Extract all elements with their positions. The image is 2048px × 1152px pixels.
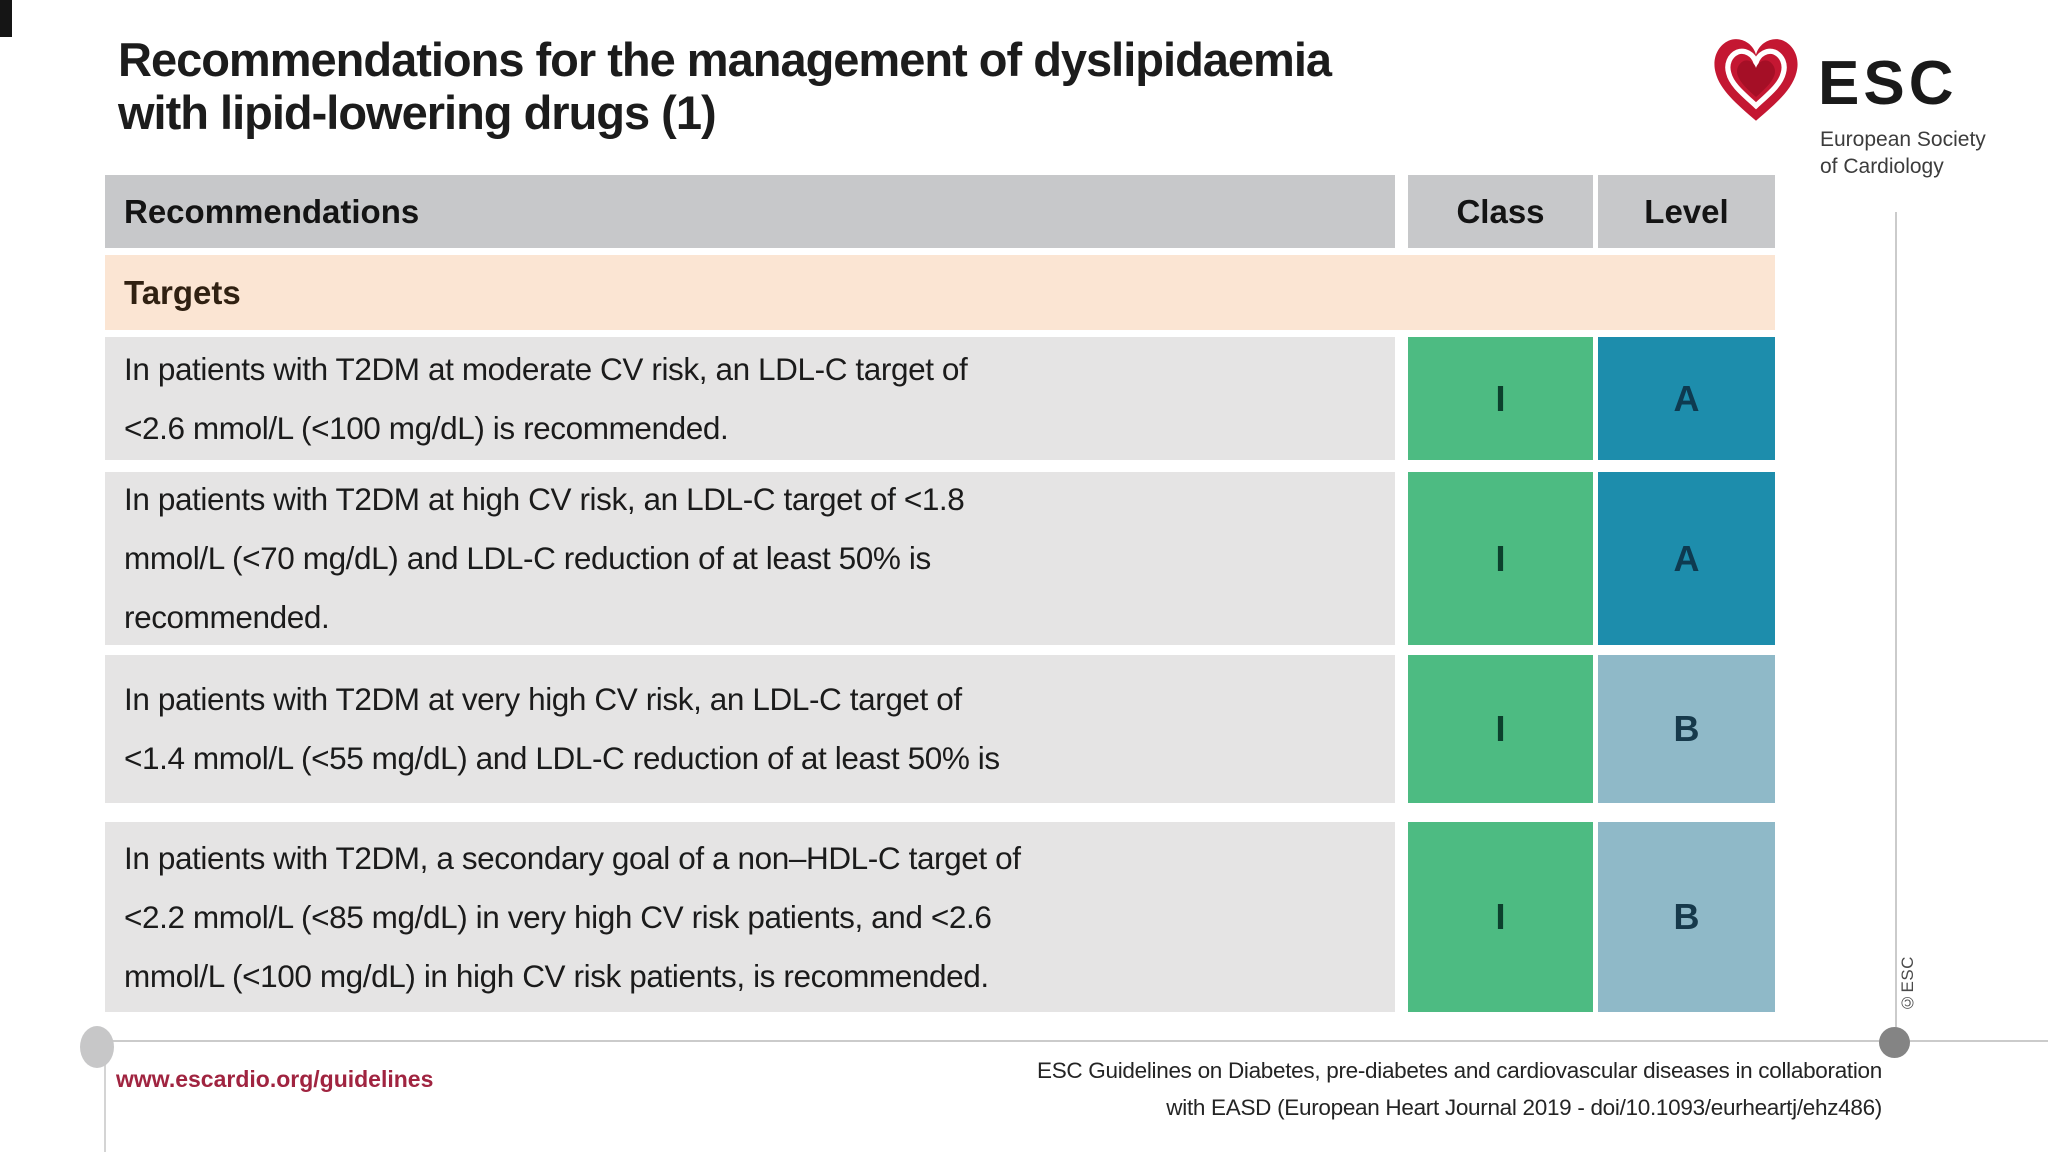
esc-logo-acronym: ESC xyxy=(1818,49,1958,118)
esc-logo: ESC European Society of Cardiology xyxy=(1712,30,2042,190)
page-title: Recommendations for the management of dy… xyxy=(118,33,1678,139)
page-title-line1: Recommendations for the management of dy… xyxy=(118,33,1332,86)
copyright-esc-label: ©ESC xyxy=(1898,956,1917,1012)
citation-text: ESC Guidelines on Diabetes, pre-diabetes… xyxy=(930,1052,1882,1126)
table-row-2-level-badge: A xyxy=(1598,472,1775,645)
table-row-1-level-badge: A xyxy=(1598,337,1775,460)
table-row-4-class-badge: I xyxy=(1408,822,1593,1012)
footer-divider-line xyxy=(92,1040,2048,1042)
column-header-level: Level xyxy=(1598,175,1775,248)
column-header-class: Class xyxy=(1408,175,1593,248)
table-row-1-text: In patients with T2DM at moderate CV ris… xyxy=(105,337,1395,460)
citation-line1: ESC Guidelines on Diabetes, pre-diabetes… xyxy=(1036,1058,1882,1083)
table-row-3-level-badge: B xyxy=(1598,655,1775,803)
corner-mark xyxy=(0,0,12,37)
esc-heart-icon xyxy=(1714,39,1798,121)
citation-line2: with EASD (European Heart Journal 2019 -… xyxy=(1166,1095,1882,1120)
table-row-4-level-badge: B xyxy=(1598,822,1775,1012)
footer-right-dot xyxy=(1879,1027,1910,1058)
esc-logo-name-line1: European Society xyxy=(1820,128,1986,151)
right-border-line xyxy=(1895,212,1897,1042)
escardio-guidelines-link[interactable]: www.escardio.org/guidelines xyxy=(116,1066,434,1092)
esc-logo-name: European Society of Cardiology xyxy=(1820,126,1986,180)
footer-left-line xyxy=(104,1058,106,1152)
table-row-4-text: In patients with T2DM, a secondary goal … xyxy=(105,822,1395,1012)
esc-logo-name-line2: of Cardiology xyxy=(1820,155,1944,178)
footer-left-dot xyxy=(80,1026,114,1068)
table-row-3-class-badge: I xyxy=(1408,655,1593,803)
section-header-targets: Targets xyxy=(105,255,1775,330)
table-row-2-text: In patients with T2DM at high CV risk, a… xyxy=(105,472,1395,645)
table-row-3-text: In patients with T2DM at very high CV ri… xyxy=(105,655,1395,803)
table-row-1-class-badge: I xyxy=(1408,337,1593,460)
page-title-line2: with lipid-lowering drugs (1) xyxy=(118,86,717,139)
table-row-2-class-badge: I xyxy=(1408,472,1593,645)
column-header-recommendations: Recommendations xyxy=(105,175,1395,248)
